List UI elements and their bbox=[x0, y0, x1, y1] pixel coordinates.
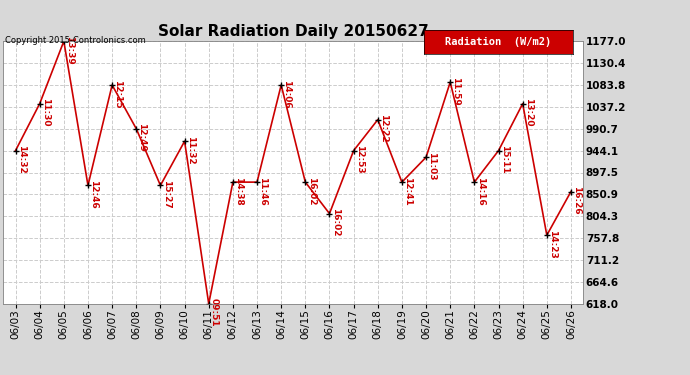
Text: 16:02: 16:02 bbox=[331, 209, 339, 237]
Text: 12:46: 12:46 bbox=[89, 180, 98, 209]
Text: 11:46: 11:46 bbox=[258, 177, 267, 206]
Text: 11:03: 11:03 bbox=[427, 152, 436, 180]
Text: 14:16: 14:16 bbox=[475, 177, 484, 206]
Text: 12:53: 12:53 bbox=[355, 146, 364, 174]
Text: 11:59: 11:59 bbox=[451, 77, 460, 106]
Text: 15:11: 15:11 bbox=[500, 146, 509, 174]
Text: 13:39: 13:39 bbox=[65, 36, 74, 65]
Text: 14:06: 14:06 bbox=[282, 80, 291, 108]
Text: 16:02: 16:02 bbox=[306, 177, 315, 206]
Title: Solar Radiation Daily 20150627: Solar Radiation Daily 20150627 bbox=[158, 24, 428, 39]
Text: 09:51: 09:51 bbox=[210, 298, 219, 327]
Text: 12:49: 12:49 bbox=[137, 123, 146, 152]
Text: 13:20: 13:20 bbox=[524, 99, 533, 127]
Text: 12:41: 12:41 bbox=[403, 177, 412, 206]
Text: 11:30: 11:30 bbox=[41, 99, 50, 127]
Text: 12:15: 12:15 bbox=[113, 80, 122, 108]
Text: 11:32: 11:32 bbox=[186, 136, 195, 165]
Text: Radiation  (W/m2): Radiation (W/m2) bbox=[446, 37, 551, 47]
Text: 12:22: 12:22 bbox=[379, 114, 388, 143]
Text: 16:26: 16:26 bbox=[572, 186, 581, 215]
Text: 15:27: 15:27 bbox=[161, 180, 170, 209]
Text: 14:38: 14:38 bbox=[234, 177, 243, 206]
Text: 14:32: 14:32 bbox=[17, 146, 26, 174]
Text: Copyright 2015-Controlonics.com: Copyright 2015-Controlonics.com bbox=[5, 36, 146, 45]
Text: 14:23: 14:23 bbox=[548, 230, 557, 259]
